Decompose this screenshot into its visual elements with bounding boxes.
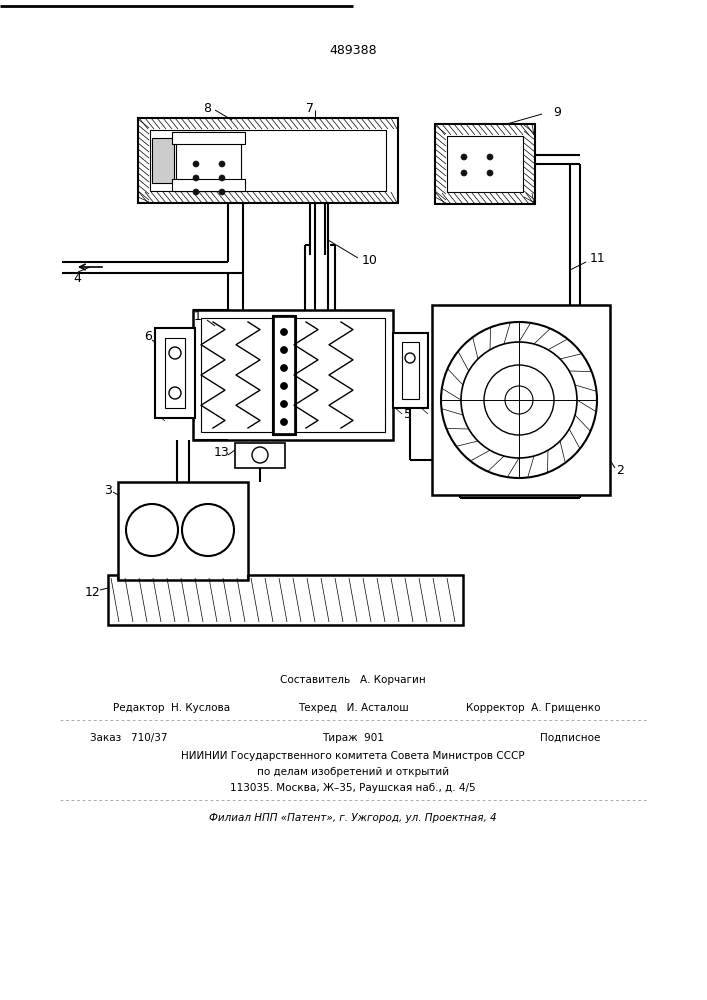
- Bar: [176, 132, 241, 191]
- Text: 8: 8: [203, 102, 211, 114]
- Text: Техред   И. Асталош: Техред И. Асталош: [298, 703, 409, 713]
- Text: 13: 13: [214, 446, 230, 460]
- Text: 12: 12: [85, 585, 101, 598]
- Circle shape: [219, 175, 225, 181]
- Text: 10: 10: [362, 253, 378, 266]
- Circle shape: [461, 342, 577, 458]
- Circle shape: [281, 347, 288, 354]
- Bar: [274, 317, 294, 433]
- Circle shape: [169, 347, 181, 359]
- Bar: [118, 482, 248, 580]
- Bar: [165, 338, 185, 408]
- Circle shape: [461, 170, 467, 176]
- Text: 1: 1: [194, 310, 202, 324]
- Circle shape: [487, 154, 493, 160]
- Bar: [108, 575, 463, 625]
- Bar: [152, 138, 174, 183]
- Text: НИИНИИ Государственного комитета Совета Министров СССР: НИИНИИ Государственного комитета Совета …: [181, 751, 525, 761]
- Bar: [272, 315, 296, 435]
- Bar: [435, 124, 535, 204]
- Text: Корректор  А. Грищенко: Корректор А. Грищенко: [465, 703, 600, 713]
- Text: 113035. Москва, Ж–35, Раушская наб., д. 4/5: 113035. Москва, Ж–35, Раушская наб., д. …: [230, 783, 476, 793]
- Circle shape: [281, 418, 288, 426]
- Circle shape: [182, 504, 234, 556]
- Circle shape: [126, 504, 178, 556]
- Circle shape: [405, 353, 415, 363]
- Circle shape: [484, 365, 554, 435]
- Bar: [432, 305, 610, 495]
- Bar: [150, 130, 386, 191]
- Circle shape: [169, 387, 181, 399]
- Text: 4: 4: [73, 271, 81, 284]
- Text: 7: 7: [306, 102, 314, 114]
- Bar: [172, 179, 245, 191]
- Bar: [235, 443, 285, 468]
- Bar: [138, 118, 398, 203]
- Circle shape: [441, 322, 597, 478]
- Circle shape: [193, 189, 199, 195]
- Circle shape: [461, 154, 467, 160]
- Bar: [193, 310, 393, 440]
- Bar: [402, 342, 419, 399]
- Text: Редактор  Н. Куслова: Редактор Н. Куслова: [113, 703, 230, 713]
- Bar: [172, 132, 245, 144]
- Text: Заказ   710/37: Заказ 710/37: [90, 733, 168, 743]
- Circle shape: [281, 328, 288, 336]
- Circle shape: [219, 161, 225, 167]
- Bar: [155, 328, 195, 418]
- Text: 3: 3: [104, 484, 112, 496]
- Text: 489388: 489388: [329, 43, 377, 56]
- Text: Подписное: Подписное: [539, 733, 600, 743]
- Text: 2: 2: [616, 464, 624, 477]
- Circle shape: [487, 170, 493, 176]
- Text: Тираж  901: Тираж 901: [322, 733, 384, 743]
- Text: 6: 6: [144, 330, 152, 342]
- Circle shape: [193, 161, 199, 167]
- Text: 5: 5: [404, 408, 412, 420]
- Text: Филиал НПП «Патент», г. Ужгород, ул. Проектная, 4: Филиал НПП «Патент», г. Ужгород, ул. Про…: [209, 813, 497, 823]
- Circle shape: [252, 447, 268, 463]
- Bar: [393, 333, 428, 408]
- Bar: [201, 318, 385, 432]
- Circle shape: [193, 175, 199, 181]
- Circle shape: [219, 189, 225, 195]
- Circle shape: [281, 400, 288, 408]
- Text: 11: 11: [590, 251, 606, 264]
- Bar: [447, 136, 523, 192]
- Circle shape: [281, 364, 288, 371]
- Text: по делам изобретений и открытий: по делам изобретений и открытий: [257, 767, 449, 777]
- Circle shape: [505, 386, 533, 414]
- Circle shape: [281, 382, 288, 389]
- Text: Составитель   А. Корчагин: Составитель А. Корчагин: [280, 675, 426, 685]
- Text: 9: 9: [553, 105, 561, 118]
